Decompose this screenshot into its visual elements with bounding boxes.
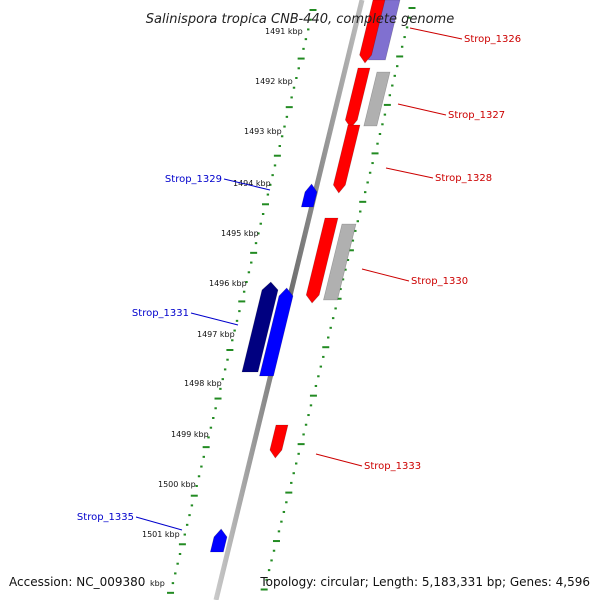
tick-label: 1495 kbp	[221, 229, 259, 238]
gene-label-leader	[223, 178, 271, 191]
tick-label: 1497 kbp	[197, 330, 235, 339]
tick-label: 1496 kbp	[209, 279, 247, 288]
gene-strop-1330[interactable]	[305, 217, 339, 304]
gene-shadow-bar[interactable]	[363, 71, 391, 127]
gene-strop-1331a[interactable]	[241, 281, 279, 373]
gene-strop-1326[interactable]	[359, 0, 386, 64]
tick-label: 1493 kbp	[244, 127, 282, 136]
map-title: Salinispora tropica CNB-440, complete ge…	[146, 12, 454, 27]
accession-text: Accession: NC_009380	[9, 575, 145, 589]
inner-tick-ring	[167, 9, 317, 594]
tick-label: 1501 kbp	[142, 530, 180, 539]
gene-label-leader	[315, 453, 363, 467]
tick-label: 1494 kbp	[233, 179, 271, 188]
tick-label: 1491 kbp	[265, 27, 303, 36]
gene-label-leader	[361, 268, 410, 282]
gene-label-leader	[397, 103, 447, 116]
genes-layer	[209, 0, 401, 553]
gene-label-leader	[409, 27, 463, 40]
gene-shadow-bar[interactable]	[323, 223, 357, 301]
gene-strop-1335[interactable]	[209, 528, 228, 553]
tick-label: 1492 kbp	[255, 77, 293, 86]
gene-strop-1333[interactable]	[269, 424, 289, 459]
gene-strop-1329[interactable]	[300, 183, 318, 208]
gene-label[interactable]: Strop_1330	[411, 276, 468, 287]
gene-label-leader	[135, 516, 183, 531]
gene-label-leader	[190, 312, 239, 326]
gene-label[interactable]: Strop_1328	[435, 173, 492, 184]
tick-labels: 1491 kbp 1492 kbp 1493 kbp 1494 kbp 1495 kbp…	[142, 27, 303, 588]
gene-strop-1328[interactable]	[333, 124, 361, 194]
gene-label[interactable]: Strop_1335	[77, 512, 134, 523]
gene-strop-1327[interactable]	[344, 67, 371, 129]
tick-label: 1500 kbp	[158, 480, 196, 489]
gene-label-leader	[385, 167, 434, 179]
outer-tick-ring	[260, 7, 416, 591]
gene-label[interactable]: Strop_1331	[132, 308, 189, 319]
gene-labels: Strop_1326 Strop_1327 Strop_1328 Strop_1329…	[77, 34, 521, 523]
gene-label[interactable]: Strop_1327	[448, 110, 505, 121]
gene-strop-1331b[interactable]	[259, 287, 294, 377]
tick-label: 1499 kbp	[171, 430, 209, 439]
gene-label[interactable]: Strop_1329	[165, 174, 222, 185]
tick-label: kbp	[150, 579, 165, 588]
tick-label: 1498 kbp	[184, 379, 222, 388]
gene-label[interactable]: Strop_1326	[464, 34, 521, 45]
gene-label[interactable]: Strop_1333	[364, 461, 421, 472]
genome-summary-text: Topology: circular; Length: 5,183,331 bp…	[259, 575, 590, 589]
label-leaders	[135, 27, 463, 531]
